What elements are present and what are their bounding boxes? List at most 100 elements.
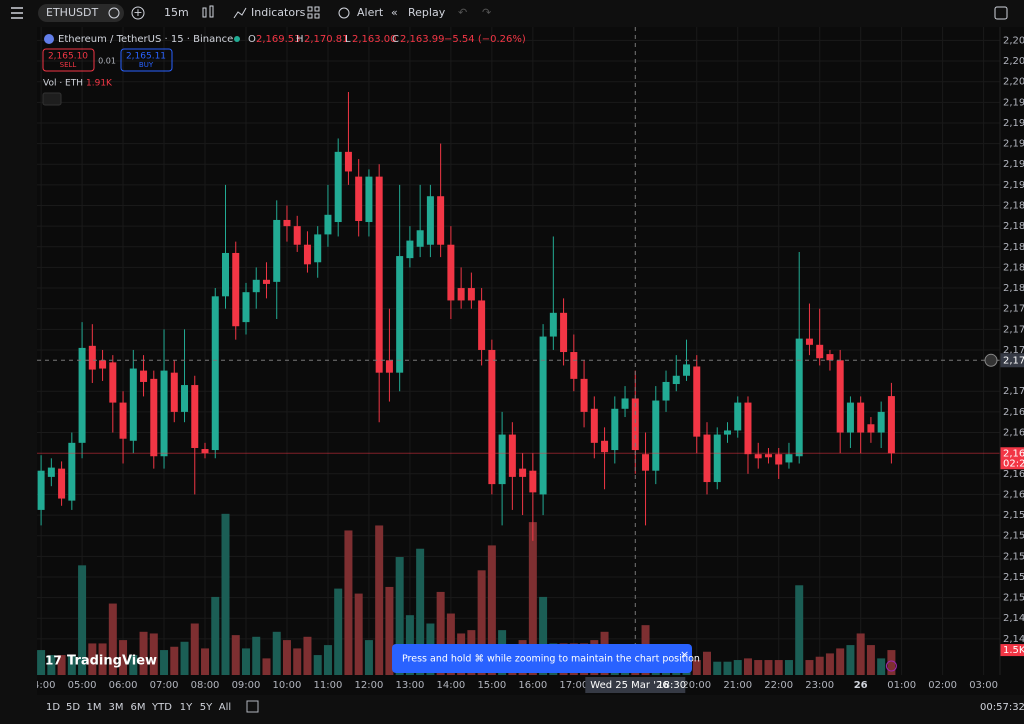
vol-label: Vol · ETH bbox=[43, 79, 83, 89]
indicators-icon[interactable] bbox=[233, 7, 247, 19]
volume-bar bbox=[119, 640, 128, 675]
alert-icon[interactable] bbox=[338, 7, 350, 19]
y-tick-label: 2,200 bbox=[1003, 77, 1024, 88]
x-tick-label: 16:00 bbox=[518, 680, 547, 691]
replay[interactable]: Replay bbox=[408, 6, 446, 19]
volume-bar bbox=[282, 640, 291, 675]
candle-body bbox=[119, 402, 127, 439]
chart-type-icon[interactable] bbox=[202, 5, 214, 18]
x-tick-label: 03:00 bbox=[969, 680, 998, 691]
sell-price[interactable]: 2,165.10 bbox=[48, 52, 88, 62]
volume-bar bbox=[764, 660, 773, 675]
volume-bar bbox=[528, 522, 537, 675]
symbol[interactable]: ETHUSDT bbox=[46, 6, 98, 19]
candle-body bbox=[560, 312, 568, 353]
range-button[interactable]: YTD bbox=[151, 702, 172, 713]
alert[interactable]: Alert bbox=[357, 6, 384, 19]
candle-body bbox=[580, 378, 588, 412]
range-button[interactable]: 6M bbox=[131, 702, 146, 713]
y-tick-label: 2,158 bbox=[1003, 510, 1024, 521]
y-tick-label: 2,176 bbox=[1003, 324, 1024, 335]
volume-bar bbox=[539, 596, 548, 675]
buy-price[interactable]: 2,165.11 bbox=[126, 52, 166, 62]
range-button[interactable]: 1M bbox=[87, 702, 102, 713]
x-tick-label: 13:00 bbox=[395, 680, 424, 691]
change: −5.54 (−0.26%) bbox=[444, 34, 526, 45]
replay-icon[interactable]: « bbox=[391, 6, 398, 19]
fullscreen[interactable] bbox=[994, 6, 1008, 20]
volume-bar bbox=[703, 651, 712, 675]
candle-body bbox=[652, 400, 660, 471]
volume-bar bbox=[723, 661, 732, 675]
x-tick-label: 01:00 bbox=[887, 680, 916, 691]
range-button[interactable]: 3M bbox=[109, 702, 124, 713]
candle-body bbox=[785, 454, 793, 463]
y-tick-label: 2,156 bbox=[1003, 531, 1024, 542]
menu-icon[interactable] bbox=[11, 7, 23, 19]
volume-bar bbox=[836, 648, 845, 675]
y-tick-label: 2,204 bbox=[1003, 35, 1024, 46]
symbol-icon[interactable] bbox=[108, 7, 120, 19]
y-tick-label: 2,184 bbox=[1003, 242, 1024, 253]
volume-bar bbox=[303, 636, 312, 675]
candle-body bbox=[242, 292, 250, 323]
volume-bar bbox=[805, 660, 814, 675]
buy[interactable]: BUY bbox=[139, 61, 154, 69]
undo[interactable]: ↶ bbox=[458, 6, 467, 19]
range-button[interactable]: All bbox=[219, 702, 231, 713]
candle-body bbox=[252, 279, 260, 293]
candle-body bbox=[754, 454, 762, 459]
symbol-pill[interactable] bbox=[38, 4, 124, 22]
volume-bar bbox=[815, 656, 824, 675]
candle-body bbox=[601, 440, 609, 453]
buy-button[interactable] bbox=[120, 48, 173, 72]
o: O bbox=[248, 34, 256, 45]
add-symbol[interactable] bbox=[131, 6, 145, 20]
candle-body bbox=[672, 375, 680, 385]
range-button[interactable]: 5D bbox=[66, 702, 80, 713]
volume-bar bbox=[713, 661, 722, 675]
date-range-icon[interactable] bbox=[246, 700, 259, 713]
candle-body bbox=[355, 176, 363, 221]
candle-body bbox=[191, 385, 199, 448]
crosshair-price: 2,173.00 bbox=[1003, 355, 1024, 366]
y-tick-label: 2,170 bbox=[1003, 386, 1024, 397]
collapse-button[interactable] bbox=[42, 92, 62, 106]
logo: TradingView bbox=[67, 654, 157, 669]
y-tick-label: 2,178 bbox=[1003, 304, 1024, 315]
candle-body bbox=[283, 219, 291, 227]
indicators[interactable]: Indicators bbox=[251, 6, 306, 19]
candle-body bbox=[129, 368, 137, 441]
x-tick-label: 04:00 bbox=[27, 680, 56, 691]
volume-bar bbox=[354, 593, 363, 675]
volume-bar bbox=[313, 655, 322, 675]
h-val: 2,170.81 bbox=[304, 34, 349, 45]
toast-close[interactable]: × bbox=[680, 648, 689, 661]
candle-body bbox=[621, 398, 629, 409]
range-button[interactable]: 1Y bbox=[180, 702, 193, 713]
redo[interactable]: ↷ bbox=[482, 6, 491, 19]
candle-body bbox=[140, 370, 148, 382]
volume-bar bbox=[98, 643, 107, 675]
bottom-bar bbox=[0, 695, 1024, 720]
candle-body bbox=[222, 252, 230, 297]
volume-bar bbox=[436, 591, 445, 675]
x-tick-label: 17:00 bbox=[559, 680, 588, 691]
sell-button[interactable] bbox=[42, 48, 95, 72]
x-tick-label: 09:00 bbox=[232, 680, 261, 691]
toolbar bbox=[0, 0, 1024, 26]
interval[interactable]: 15m bbox=[164, 6, 189, 19]
volume-bar bbox=[108, 603, 117, 675]
sell[interactable]: SELL bbox=[60, 61, 77, 69]
candle-body bbox=[887, 396, 895, 454]
candle-body bbox=[416, 230, 424, 247]
range-button[interactable]: 5Y bbox=[200, 702, 213, 713]
candle-body bbox=[713, 434, 721, 483]
range-button[interactable]: 1D bbox=[46, 702, 60, 713]
volume-bar bbox=[784, 660, 793, 675]
layout-icon[interactable] bbox=[307, 6, 320, 19]
volume-bar bbox=[733, 660, 742, 675]
c: C bbox=[392, 34, 399, 45]
x-tick-label: 11:00 bbox=[314, 680, 343, 691]
crosshair-plus[interactable] bbox=[984, 353, 998, 367]
